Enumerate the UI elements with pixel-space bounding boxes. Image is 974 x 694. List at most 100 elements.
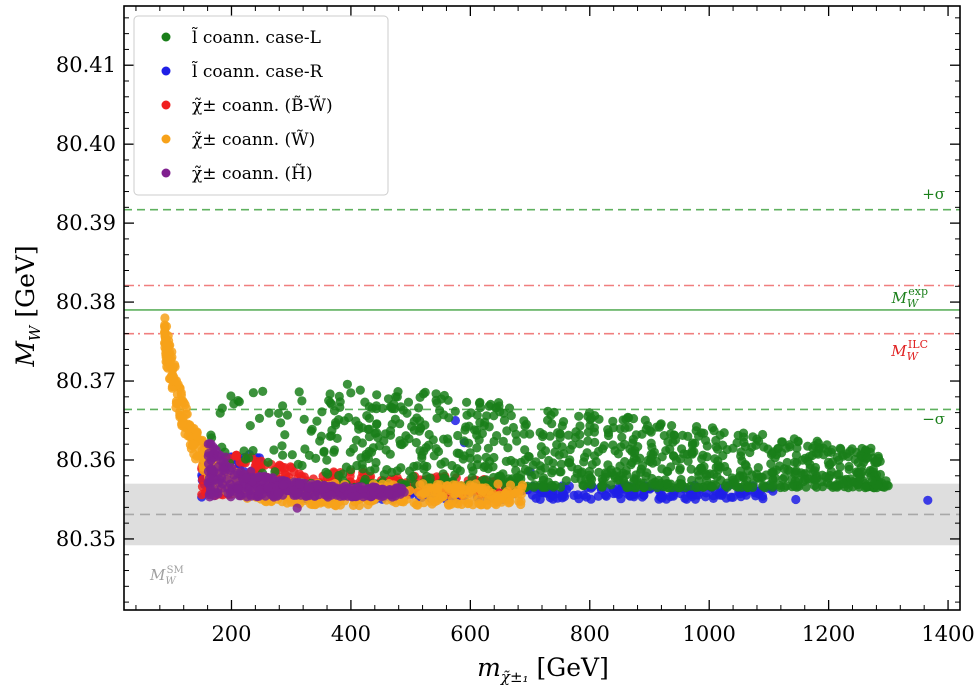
point-case-l: [739, 437, 749, 447]
m-exp-label: MWexp: [891, 285, 928, 310]
point-case-l: [620, 423, 630, 433]
point-case-l: [520, 464, 531, 475]
point-case-l: [882, 480, 892, 490]
point-higgsino: [290, 485, 300, 495]
point-case-l: [676, 479, 686, 489]
point-case-l: [613, 449, 624, 459]
point-case-l: [372, 428, 382, 438]
point-case-l: [217, 403, 227, 413]
point-case-l: [520, 445, 530, 455]
point-case-l: [414, 403, 424, 413]
legend-entry-bino-wino: χ̃± coann. (B̃-W̃): [161, 96, 333, 116]
legend-label-wino: χ̃± coann. (W̃): [192, 130, 315, 150]
point-case-l: [646, 454, 656, 464]
point-case-l: [558, 417, 569, 427]
y-tick-label: 80.36: [56, 448, 116, 472]
point-higgsino: [241, 473, 251, 483]
point-case-l: [357, 438, 367, 448]
point-case-l: [628, 414, 639, 424]
point-case-l: [590, 437, 600, 447]
point-case-l: [647, 479, 657, 489]
point-case-l: [380, 429, 391, 439]
point-case-l: [338, 469, 348, 479]
point-case-l: [635, 453, 645, 463]
point-case-l: [545, 431, 555, 441]
legend-marker-higgsino: [161, 168, 171, 178]
point-case-l: [326, 399, 337, 409]
point-wino: [162, 338, 172, 348]
minus-sigma-label: −σ: [922, 410, 945, 428]
legend-marker-case-l: [161, 32, 171, 42]
point-case-l: [617, 432, 627, 442]
plus-sigma-label: +σ: [922, 185, 945, 203]
point-case-l: [391, 392, 401, 402]
point-higgsino: [310, 491, 320, 501]
point-case-l: [742, 475, 752, 486]
point-case-l: [396, 402, 406, 412]
point-case-l: [836, 444, 846, 454]
point-case-l: [659, 431, 669, 441]
point-case-l: [537, 449, 547, 460]
y-tick-label: 80.39: [56, 211, 116, 235]
point-case-l: [679, 449, 689, 459]
point-higgsino: [227, 463, 237, 473]
point-case-l: [452, 464, 462, 474]
point-case-l: [738, 428, 749, 438]
point-case-l: [372, 390, 382, 400]
point-case-l: [408, 471, 418, 482]
point-case-l: [383, 394, 394, 404]
point-case-l: [300, 444, 310, 454]
point-case-l: [499, 415, 509, 425]
point-case-l: [718, 440, 728, 450]
point-case-l: [319, 447, 329, 457]
point-case-l: [823, 457, 834, 467]
point-case-l: [647, 442, 657, 452]
point-case-l: [465, 448, 475, 458]
point-case-l: [248, 388, 258, 398]
point-case-r: [548, 494, 558, 504]
point-case-r: [923, 495, 933, 505]
point-case-l: [783, 465, 793, 475]
point-case-l: [379, 469, 389, 479]
point-wino: [505, 497, 515, 507]
point-case-l: [316, 431, 326, 441]
legend-entry-case-r: l̃ coann. case-R: [161, 61, 324, 82]
point-case-l: [574, 411, 584, 421]
point-higgsino: [358, 492, 368, 502]
tick-labels-layer: 200 400 600 800 1000 1200 1400 80.35 80.36 80.37 8…: [56, 53, 974, 646]
point-case-l: [719, 428, 729, 438]
point-case-l: [860, 483, 870, 493]
point-wino: [171, 376, 182, 386]
point-higgsino: [397, 485, 407, 496]
m-sm-label: MWSM: [149, 565, 184, 587]
point-wino: [330, 500, 340, 510]
point-case-l: [872, 458, 882, 468]
point-higgsino: [383, 488, 393, 498]
point-case-l: [593, 446, 604, 457]
point-case-l: [435, 405, 445, 416]
m-ilc-label: MWILC: [890, 338, 928, 363]
point-case-l: [599, 441, 609, 451]
x-tick-label: 1200: [802, 622, 855, 646]
point-case-l: [813, 449, 823, 459]
point-wino: [451, 488, 461, 498]
point-case-l: [519, 429, 529, 439]
point-case-l: [428, 435, 438, 445]
point-case-l: [282, 410, 292, 420]
point-case-l: [258, 386, 268, 396]
legend-entry-wino: χ̃± coann. (W̃): [161, 130, 315, 150]
point-higgsino: [234, 491, 244, 501]
point-case-l: [603, 430, 614, 441]
point-case-l: [329, 445, 339, 455]
point-wino: [180, 429, 190, 439]
point-case-l: [472, 443, 482, 453]
point-case-r: [581, 492, 592, 502]
point-case-l: [699, 428, 709, 438]
y-tick-label: 80.35: [56, 527, 116, 551]
point-case-l: [226, 391, 236, 401]
point-case-l: [737, 456, 747, 466]
point-case-r: [717, 490, 727, 500]
point-case-l: [834, 469, 844, 479]
point-case-l: [444, 413, 454, 423]
point-case-l: [668, 437, 678, 447]
